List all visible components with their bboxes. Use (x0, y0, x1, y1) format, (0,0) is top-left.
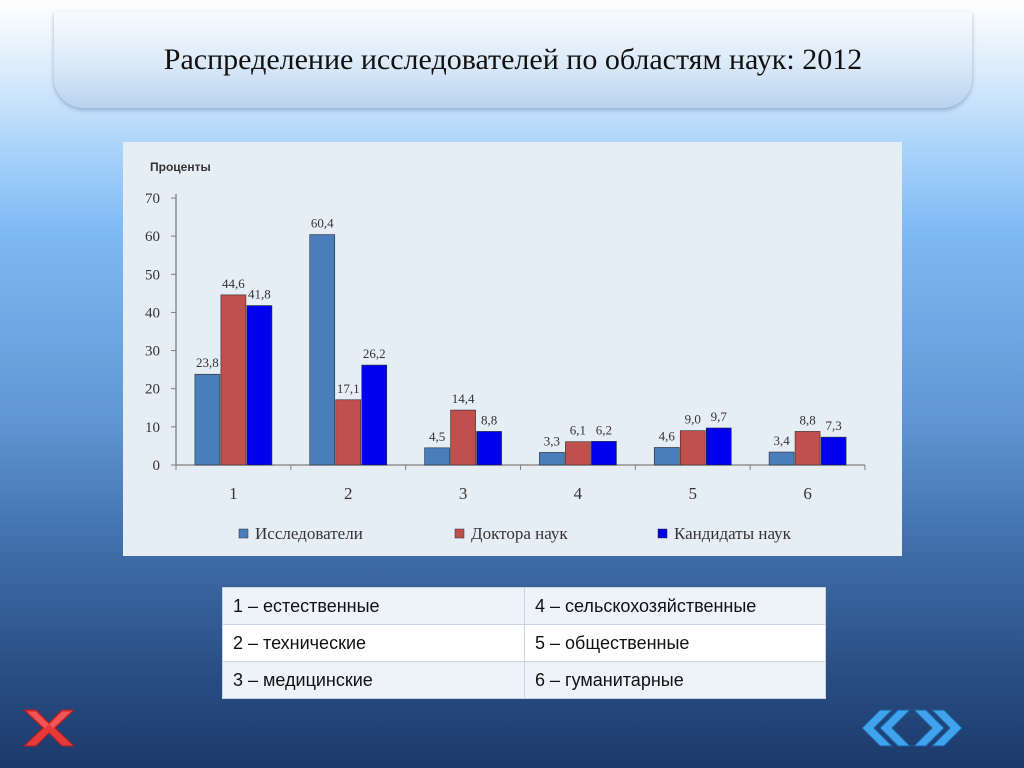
table-row: 2 – технические 5 – общественные (222, 624, 826, 662)
table-cell: 6 – гуманитарные (524, 661, 826, 699)
bar-3 (705, 427, 732, 466)
data-label: 60,4 (311, 216, 334, 231)
bar-1 (653, 447, 680, 466)
x-tick-label: 6 (803, 484, 812, 503)
table-row: 3 – медицинские 6 – гуманитарные (222, 661, 826, 699)
data-label: 6,1 (570, 423, 586, 438)
data-label: 3,3 (544, 433, 560, 448)
y-tick-label: 20 (145, 382, 160, 398)
forward-arrows-icon[interactable] (912, 708, 970, 748)
data-label: 4,6 (659, 428, 676, 443)
table-cell: 2 – технические (222, 624, 525, 662)
data-label: 17,1 (337, 381, 360, 396)
table-cell: 3 – медицинские (222, 661, 525, 699)
bar-2 (335, 399, 362, 466)
bar-chart: Проценты01020304050607023,844,641,8160,4… (145, 160, 866, 543)
chart-panel: Проценты 0 10 20 30 40 50 60 70 23,8 44,6 41,8 1 60,4… (123, 142, 902, 556)
bar-1 (424, 447, 450, 466)
bar-1 (194, 373, 221, 466)
y-axis-label: Проценты (150, 160, 211, 174)
y-tick-label: 30 (145, 344, 160, 360)
bar-2 (565, 441, 591, 466)
bar-3 (591, 441, 617, 466)
bar-3 (246, 305, 273, 466)
table-row: 1 – естественные 4 – сельскохозяйственны… (222, 587, 826, 625)
bar-3 (361, 364, 388, 466)
fields-table: 1 – естественные 4 – сельскохозяйственны… (222, 587, 826, 699)
y-tick-label: 50 (145, 267, 160, 283)
bar-3 (476, 431, 502, 466)
data-label: 14,4 (452, 391, 475, 406)
x-tick-label: 5 (689, 484, 698, 503)
bar-2 (794, 431, 821, 466)
x-tick-label: 4 (574, 484, 583, 503)
x-tick-label: 2 (344, 484, 353, 503)
bar-1 (539, 452, 565, 466)
data-label: 41,8 (248, 287, 271, 302)
data-label: 3,4 (773, 433, 790, 448)
bar-2 (679, 430, 706, 466)
data-label: 9,0 (685, 412, 701, 427)
title-bar: Распределение исследователей по областям… (54, 12, 972, 108)
y-tick-label: 40 (145, 305, 160, 321)
data-label: 26,2 (363, 346, 386, 361)
legend-label: Исследователи (255, 524, 363, 543)
data-label: 4,5 (429, 429, 445, 444)
table-cell: 5 – общественные (524, 624, 826, 662)
back-arrows-icon[interactable] (854, 708, 912, 748)
data-label: 6,2 (596, 422, 612, 437)
y-tick-label: 10 (145, 420, 160, 436)
legend-swatch (238, 528, 249, 539)
bar-2 (220, 294, 247, 466)
data-label: 7,3 (825, 418, 841, 433)
y-tick-label: 60 (145, 229, 160, 245)
legend-swatch (657, 528, 668, 539)
y-tick-label: 0 (153, 458, 161, 474)
data-label: 44,6 (222, 276, 245, 291)
data-label: 8,8 (799, 412, 815, 427)
table-cell: 4 – сельскохозяйственные (524, 587, 826, 625)
y-tick-label: 70 (145, 191, 160, 207)
bar-1 (309, 234, 336, 466)
legend-swatch (454, 528, 465, 539)
x-tick-label: 1 (229, 484, 238, 503)
slide-title: Распределение исследователей по областям… (163, 43, 863, 76)
bar-1 (768, 451, 795, 466)
data-label: 9,7 (711, 409, 728, 424)
legend-label: Кандидаты наук (674, 524, 792, 543)
bar-3 (820, 436, 847, 466)
data-label: 23,8 (196, 355, 219, 370)
close-x-icon[interactable] (22, 708, 76, 748)
table-cell: 1 – естественные (222, 587, 525, 625)
x-tick-label: 3 (459, 484, 468, 503)
legend-label: Доктора наук (471, 524, 568, 543)
bar-2 (450, 409, 476, 466)
data-label: 8,8 (481, 412, 497, 427)
